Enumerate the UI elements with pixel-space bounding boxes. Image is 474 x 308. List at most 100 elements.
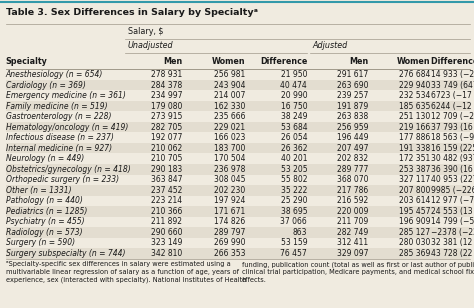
Text: 191 879: 191 879 xyxy=(337,102,368,111)
Text: 21 950: 21 950 xyxy=(281,70,307,79)
Text: 210 366: 210 366 xyxy=(151,207,182,216)
Text: Women: Women xyxy=(211,57,245,66)
Text: 291 617: 291 617 xyxy=(337,70,368,79)
Text: 12 977 (−7812 to 33 767): 12 977 (−7812 to 33 767) xyxy=(431,196,474,205)
Text: Psychiatry (n = 455): Psychiatry (n = 455) xyxy=(6,217,84,226)
Text: 53 205: 53 205 xyxy=(281,165,307,174)
Text: 207 800: 207 800 xyxy=(399,186,430,195)
Text: 243 904: 243 904 xyxy=(214,81,245,90)
Text: Pathology (n = 440): Pathology (n = 440) xyxy=(6,196,82,205)
Bar xyxy=(6,227,470,238)
Text: Emergency medicine (n = 361): Emergency medicine (n = 361) xyxy=(6,91,126,100)
Text: 263 690: 263 690 xyxy=(337,81,368,90)
Text: 234 997: 234 997 xyxy=(151,91,182,100)
Text: Adjusted: Adjusted xyxy=(312,41,347,51)
Text: 229 940: 229 940 xyxy=(399,81,430,90)
Text: 239 257: 239 257 xyxy=(337,91,368,100)
Text: 312 411: 312 411 xyxy=(337,238,368,247)
Text: 289 797: 289 797 xyxy=(214,228,245,237)
Text: 280 030: 280 030 xyxy=(399,238,430,247)
Text: Family medicine (n = 519): Family medicine (n = 519) xyxy=(6,102,107,111)
Bar xyxy=(6,185,470,196)
Text: 197 924: 197 924 xyxy=(214,196,245,205)
Text: 196 449: 196 449 xyxy=(337,133,368,142)
Text: 12 709 (−20 499 to 45 916): 12 709 (−20 499 to 45 916) xyxy=(431,112,474,121)
Text: 214 007: 214 007 xyxy=(214,91,245,100)
Text: 171 671: 171 671 xyxy=(214,207,245,216)
Text: 285 127: 285 127 xyxy=(399,228,430,237)
Text: 266 353: 266 353 xyxy=(214,249,245,258)
Text: 323 149: 323 149 xyxy=(151,238,182,247)
Text: Women: Women xyxy=(397,57,430,66)
Text: 202 230: 202 230 xyxy=(214,186,245,195)
Text: 35 222: 35 222 xyxy=(281,186,307,195)
Text: 24 553 (13 058 to 36 047): 24 553 (13 058 to 36 047) xyxy=(431,207,474,216)
Text: 40 474: 40 474 xyxy=(281,81,307,90)
Text: Surgery subspecialty (n = 744): Surgery subspecialty (n = 744) xyxy=(6,249,125,258)
Text: Anesthesiology (n = 654): Anesthesiology (n = 654) xyxy=(6,70,103,79)
Text: 20 990: 20 990 xyxy=(281,91,307,100)
Text: 256 981: 256 981 xyxy=(214,70,245,79)
Text: 185 635: 185 635 xyxy=(399,102,430,111)
Text: 196 909: 196 909 xyxy=(399,217,430,226)
Text: 179 080: 179 080 xyxy=(151,102,182,111)
Text: 172 351: 172 351 xyxy=(399,154,430,163)
Text: 53 684: 53 684 xyxy=(281,123,307,132)
Text: 232 534: 232 534 xyxy=(399,91,430,100)
Text: 229 021: 229 021 xyxy=(214,123,245,132)
Text: Men: Men xyxy=(349,57,368,66)
Text: 14 933 (−2822 to 32 688): 14 933 (−2822 to 32 688) xyxy=(431,70,474,79)
Text: Radiology (n = 573): Radiology (n = 573) xyxy=(6,228,82,237)
Text: 217 786: 217 786 xyxy=(337,186,368,195)
Text: 329 097: 329 097 xyxy=(337,249,368,258)
Text: 36 390 (16 375 to 56 406): 36 390 (16 375 to 56 406) xyxy=(431,165,474,174)
Text: 9985 (−2262 to 22 233): 9985 (−2262 to 22 233) xyxy=(431,186,474,195)
Text: 220 009: 220 009 xyxy=(337,207,368,216)
Text: −2378 (−22 631 to 17 875): −2378 (−22 631 to 17 875) xyxy=(431,228,474,237)
Bar xyxy=(6,248,470,259)
Text: 76 457: 76 457 xyxy=(281,249,307,258)
Text: 30 482 (9371 to 51 592): 30 482 (9371 to 51 592) xyxy=(431,154,474,163)
Text: Surgery (n = 590): Surgery (n = 590) xyxy=(6,238,75,247)
Text: 290 183: 290 183 xyxy=(151,165,182,174)
Text: 18 563 (−9889 to 47 016): 18 563 (−9889 to 47 016) xyxy=(431,133,474,142)
Text: 284 378: 284 378 xyxy=(151,81,182,90)
Text: 251 130: 251 130 xyxy=(399,112,430,121)
Text: 210 062: 210 062 xyxy=(151,144,182,153)
Text: 40 953 (2277 to 79 628): 40 953 (2277 to 79 628) xyxy=(431,175,474,184)
Text: 269 990: 269 990 xyxy=(214,238,245,247)
Text: Unadjusted: Unadjusted xyxy=(128,41,173,51)
Text: 38 695: 38 695 xyxy=(281,207,307,216)
Text: 6723 (−17 907 to 31 353): 6723 (−17 907 to 31 353) xyxy=(431,91,474,100)
Bar xyxy=(6,122,470,132)
Text: 32 381 (12 253 to 52 509): 32 381 (12 253 to 52 509) xyxy=(431,238,474,247)
Text: 863: 863 xyxy=(292,228,307,237)
Text: 273 915: 273 915 xyxy=(151,112,182,121)
Text: funding, publication count (total as well as first or last author of publication: funding, publication count (total as wel… xyxy=(242,261,474,283)
Text: 53 159: 53 159 xyxy=(281,238,307,247)
Text: 203 614: 203 614 xyxy=(399,196,430,205)
Text: 256 959: 256 959 xyxy=(337,123,368,132)
Text: Salary, $: Salary, $ xyxy=(128,26,163,36)
Text: 236 978: 236 978 xyxy=(214,165,245,174)
Text: Other (n = 1331): Other (n = 1331) xyxy=(6,186,71,195)
Text: 174 826: 174 826 xyxy=(214,217,245,226)
Bar xyxy=(6,80,470,90)
Text: 16 750: 16 750 xyxy=(281,102,307,111)
Text: 14 799 (−5709 to 35 308): 14 799 (−5709 to 35 308) xyxy=(431,217,474,226)
Text: 202 832: 202 832 xyxy=(337,154,368,163)
Text: 40 201: 40 201 xyxy=(281,154,307,163)
Text: Specialty: Specialty xyxy=(6,57,47,66)
Text: 38 249: 38 249 xyxy=(281,112,307,121)
Text: 177 886: 177 886 xyxy=(399,133,430,142)
Bar xyxy=(6,101,470,111)
Text: 16 159 (2256 to 30 061): 16 159 (2256 to 30 061) xyxy=(431,144,474,153)
Text: Difference: Difference xyxy=(260,57,307,66)
Text: 308 045: 308 045 xyxy=(214,175,245,184)
Text: 253 387: 253 387 xyxy=(399,165,430,174)
Text: 289 777: 289 777 xyxy=(337,165,368,174)
Text: 6244 (−12 529 to 25 017): 6244 (−12 529 to 25 017) xyxy=(431,102,474,111)
Text: Men: Men xyxy=(163,57,182,66)
Text: 282 749: 282 749 xyxy=(337,228,368,237)
Bar xyxy=(6,143,470,153)
